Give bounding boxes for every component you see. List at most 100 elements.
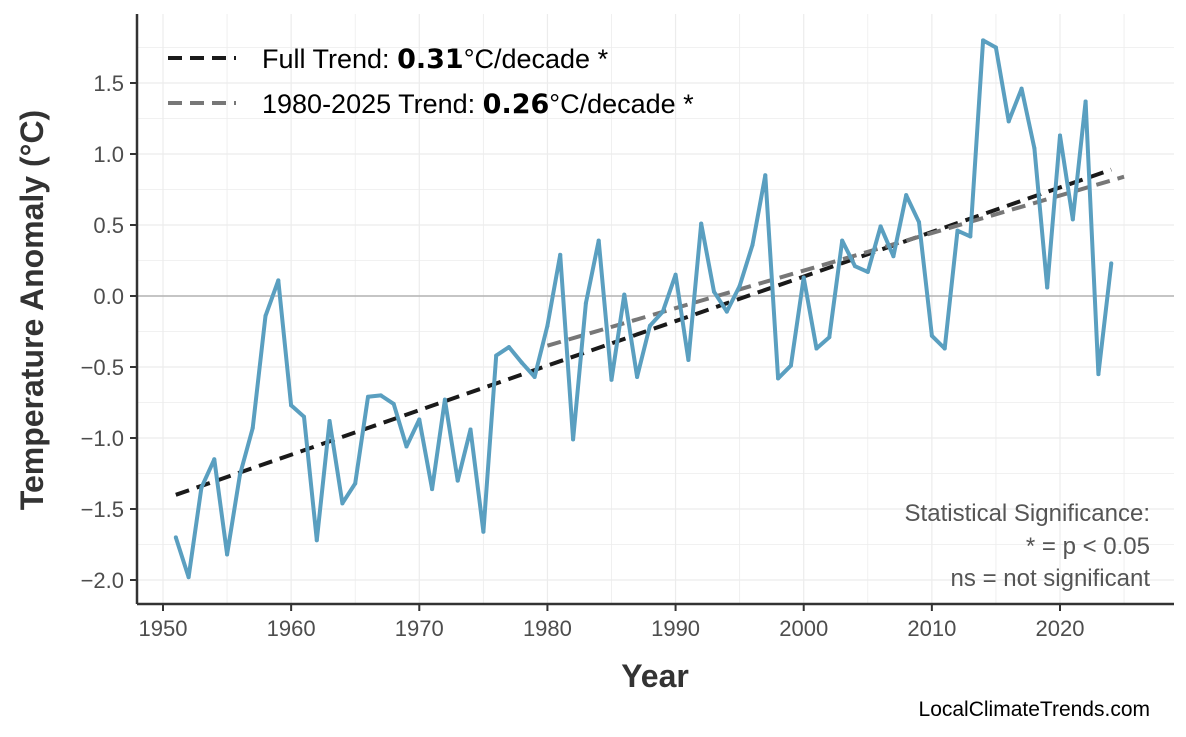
x-tick-label: 2020 [1036, 616, 1085, 641]
data-point [1096, 372, 1101, 377]
data-point [506, 345, 511, 350]
y-tick-label: −0.5 [81, 355, 124, 380]
data-point [609, 377, 614, 382]
data-point [788, 363, 793, 368]
data-point [660, 309, 665, 314]
data-point [455, 478, 460, 483]
y-tick-label: −2.0 [81, 568, 124, 593]
data-point [776, 376, 781, 381]
data-point [929, 333, 934, 338]
data-point [724, 309, 729, 314]
data-point [494, 353, 499, 358]
data-point [1006, 119, 1011, 124]
significance-line-2: ns = not significant [951, 565, 1151, 592]
data-point [852, 264, 857, 269]
y-axis-title: Temperature Anomaly (°C) [14, 110, 50, 510]
data-point [635, 374, 640, 379]
data-point [391, 401, 396, 406]
data-point [981, 38, 986, 43]
data-point [1109, 261, 1114, 266]
data-point [686, 357, 691, 362]
data-point [647, 323, 652, 328]
y-tick-label: −1.5 [81, 497, 124, 522]
x-tick-label: 1990 [651, 616, 700, 641]
significance-title: Statistical Significance: [905, 500, 1150, 527]
data-point [250, 426, 255, 431]
data-point [904, 193, 909, 198]
x-tick-label: 2000 [779, 616, 828, 641]
x-axis-title: Year [621, 658, 689, 694]
data-point [404, 444, 409, 449]
data-point [891, 254, 896, 259]
data-point [827, 335, 832, 340]
x-tick-label: 1980 [523, 616, 572, 641]
data-point [673, 272, 678, 277]
data-point [532, 374, 537, 379]
data-point [878, 224, 883, 229]
data-point [750, 242, 755, 247]
data-point [968, 234, 973, 239]
data-point [225, 552, 230, 557]
data-point [289, 403, 294, 408]
data-point [340, 501, 345, 506]
data-point [801, 275, 806, 280]
data-point [814, 346, 819, 351]
y-tick-label: 0.0 [93, 284, 124, 309]
data-point [558, 252, 563, 257]
data-point [571, 437, 576, 442]
data-point [263, 313, 268, 318]
data-point [481, 529, 486, 534]
data-point [917, 220, 922, 225]
data-point [1032, 146, 1037, 151]
credit: LocalClimateTrends.com [919, 698, 1150, 721]
data-point [430, 487, 435, 492]
trend-line-1 [546, 174, 1125, 348]
data-point [199, 485, 204, 490]
legend: Full Trend: 0.31°C/decade * 1980-2025 Tr… [168, 44, 694, 120]
data-point [865, 269, 870, 274]
data-point [712, 289, 717, 294]
data-point [237, 472, 242, 477]
data-point [1083, 99, 1088, 104]
data-point [327, 418, 332, 423]
data-point [763, 173, 768, 178]
data-point [699, 221, 704, 226]
data-point [378, 393, 383, 398]
data-point [1070, 217, 1075, 222]
data-point [737, 284, 742, 289]
x-tick-label: 2010 [907, 616, 956, 641]
data-point [353, 481, 358, 486]
y-tick-label: 1.0 [93, 142, 124, 167]
data-points [173, 38, 1114, 580]
data-point [186, 575, 191, 580]
data-point [596, 238, 601, 243]
data-point [442, 397, 447, 402]
data-point [583, 301, 588, 306]
data-point [840, 238, 845, 243]
y-tick-label: 0.5 [93, 213, 124, 238]
data-point [1045, 285, 1050, 290]
data-point [417, 417, 422, 422]
legend-label-1980: 1980-2025 Trend: 0.26°C/decade * [262, 89, 694, 120]
x-tick-label: 1970 [395, 616, 444, 641]
data-point [1058, 133, 1062, 138]
data-point [1019, 86, 1024, 91]
x-tick-label: 1960 [267, 616, 316, 641]
data-point [955, 228, 960, 233]
x-ticks: 1950 1960 1970 1980 1990 2000 2010 2020 [139, 604, 1085, 641]
y-ticks: −2.0 −1.5 −1.0 −0.5 0.0 0.5 1.0 1.5 [81, 71, 137, 593]
y-tick-label: 1.5 [93, 71, 124, 96]
data-point [276, 278, 281, 283]
y-tick-label: −1.0 [81, 426, 124, 451]
data-point [173, 535, 178, 540]
data-point [519, 360, 524, 365]
legend-label-full: Full Trend: 0.31°C/decade * [262, 44, 609, 75]
data-point [212, 457, 217, 462]
significance-line-1: * = p < 0.05 [1026, 533, 1150, 560]
data-point [314, 538, 319, 543]
data-point [622, 292, 627, 297]
x-tick-label: 1950 [139, 616, 188, 641]
series-line [173, 38, 1114, 580]
